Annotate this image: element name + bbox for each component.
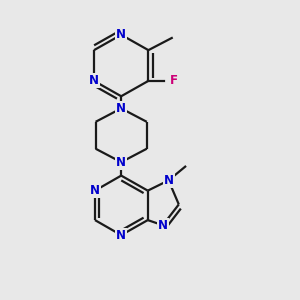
- Text: N: N: [116, 229, 126, 242]
- Text: N: N: [89, 74, 99, 87]
- Text: N: N: [158, 219, 168, 232]
- Text: N: N: [116, 156, 126, 169]
- Text: N: N: [90, 184, 100, 197]
- Text: F: F: [170, 74, 178, 87]
- Text: N: N: [164, 174, 174, 187]
- Text: N: N: [116, 28, 126, 41]
- Text: N: N: [116, 102, 126, 115]
